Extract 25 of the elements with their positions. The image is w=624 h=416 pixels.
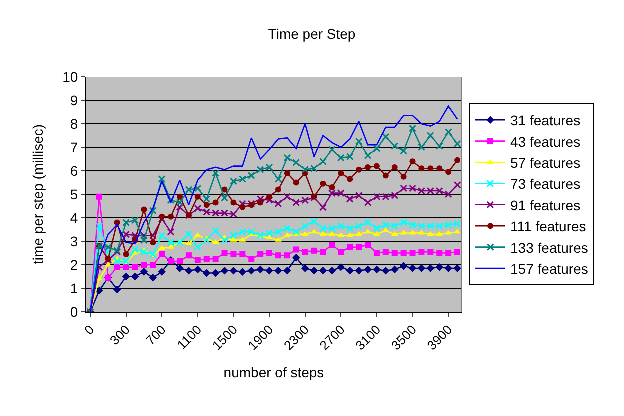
y-tick-label: 9 bbox=[70, 92, 78, 108]
legend-label: 111 features bbox=[510, 218, 586, 235]
y-tick-label: 0 bbox=[70, 304, 78, 320]
legend-label: 43 features bbox=[510, 134, 581, 150]
legend-label: 57 features bbox=[510, 154, 581, 171]
x-tick-label: 300 bbox=[107, 322, 134, 348]
chart-title: Time per Step bbox=[268, 26, 356, 42]
x-tick-label: 700 bbox=[142, 322, 169, 348]
y-tick-label: 2 bbox=[70, 256, 78, 273]
legend-label: 157 features bbox=[510, 260, 588, 277]
legend-label: 31 features bbox=[510, 112, 581, 129]
y-tick-label: 3 bbox=[70, 233, 78, 250]
x-tick-label: 0 bbox=[81, 322, 98, 338]
legend-label: 133 features bbox=[510, 240, 588, 256]
y-tick-label: 7 bbox=[70, 139, 78, 156]
y-axis-title: time per step (millisec) bbox=[30, 124, 46, 265]
y-tick-label: 10 bbox=[62, 68, 78, 85]
y-tick-label: 8 bbox=[70, 116, 78, 132]
legend-label: 73 features bbox=[510, 176, 581, 192]
y-tick-label: 5 bbox=[70, 186, 78, 202]
legend-label: 91 features bbox=[510, 197, 581, 214]
x-axis-title: number of steps bbox=[224, 364, 324, 381]
y-tick-label: 1 bbox=[70, 280, 78, 296]
y-tick-label: 4 bbox=[70, 210, 78, 226]
y-tick-label: 6 bbox=[70, 162, 78, 179]
